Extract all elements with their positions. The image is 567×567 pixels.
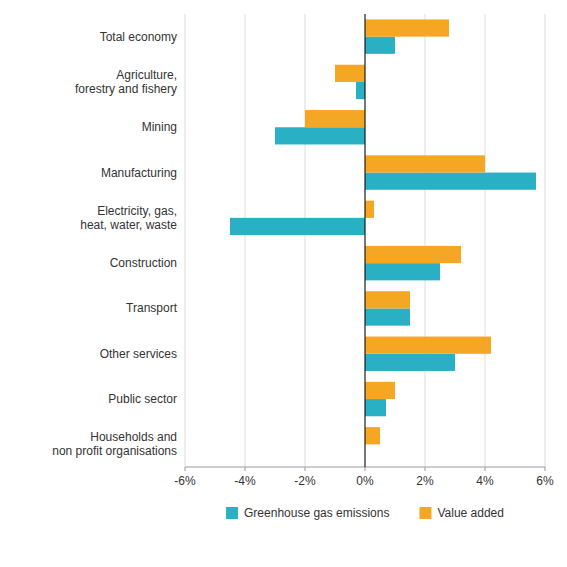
category-label: Agriculture,forestry and fishery (75, 68, 177, 96)
legend-label: Value added (437, 506, 504, 520)
grid-line (185, 14, 186, 467)
bar (365, 337, 491, 354)
bar (365, 354, 455, 371)
legend: Greenhouse gas emissions Value added (226, 506, 504, 520)
bar (365, 37, 395, 54)
bar (365, 427, 380, 444)
grid-line (425, 14, 426, 467)
legend-item: Greenhouse gas emissions (226, 506, 389, 520)
category-label: Public sector (108, 392, 177, 406)
grid-line (245, 14, 246, 467)
category-label: Total economy (100, 30, 177, 44)
legend-swatch (419, 507, 431, 519)
bar (365, 173, 536, 190)
bar (365, 291, 410, 308)
bar (305, 110, 365, 127)
baseline (365, 14, 366, 467)
category-label: Other services (100, 347, 177, 361)
bar (365, 246, 461, 263)
bar (365, 308, 410, 325)
tick-label: -2% (294, 474, 316, 488)
category-label: Electricity, gas,heat, water, waste (80, 204, 177, 232)
chart: -6% -4% -2% 0% 2% 4% 6% Total economy Agricultur… (0, 0, 567, 567)
tick-label: 0% (356, 474, 374, 488)
tick-label: 2% (416, 474, 434, 488)
legend-swatch (226, 507, 238, 519)
tick-mark (545, 467, 546, 471)
tick-mark (365, 467, 366, 471)
tick-label: 4% (476, 474, 494, 488)
grid-line (545, 14, 546, 467)
y-axis: Total economy Agriculture,forestry and fi… (52, 30, 177, 459)
category-label: Mining (142, 120, 177, 134)
tick-label: -4% (234, 474, 256, 488)
tick-mark (305, 467, 306, 471)
category-label: Manufacturing (101, 166, 177, 180)
x-axis: -6% -4% -2% 0% 2% 4% 6% (174, 467, 554, 488)
grid-line (365, 14, 366, 467)
tick-mark (245, 467, 246, 471)
bar (365, 263, 440, 280)
bar (365, 155, 485, 172)
tick-label: 6% (536, 474, 554, 488)
category-label: Transport (126, 301, 178, 315)
bar (230, 218, 365, 235)
tick-mark (425, 467, 426, 471)
legend-item: Value added (419, 506, 504, 520)
category-label: Construction (110, 256, 177, 270)
bar (365, 399, 386, 416)
bar (356, 82, 365, 99)
chart-container: -6% -4% -2% 0% 2% 4% 6% Total economy Agricultur… (0, 0, 567, 567)
category-label: Households andnon profit organisations (52, 430, 177, 458)
grid (185, 14, 545, 467)
grid-line (485, 14, 486, 467)
grid-line (305, 14, 306, 467)
bar (335, 65, 365, 82)
bar (365, 382, 395, 399)
bar (275, 127, 365, 144)
legend-label: Greenhouse gas emissions (244, 506, 389, 520)
bar (365, 19, 449, 36)
tick-mark (485, 467, 486, 471)
tick-label: -6% (174, 474, 196, 488)
tick-mark (185, 467, 186, 471)
bar (365, 201, 374, 218)
bars (230, 19, 536, 444)
